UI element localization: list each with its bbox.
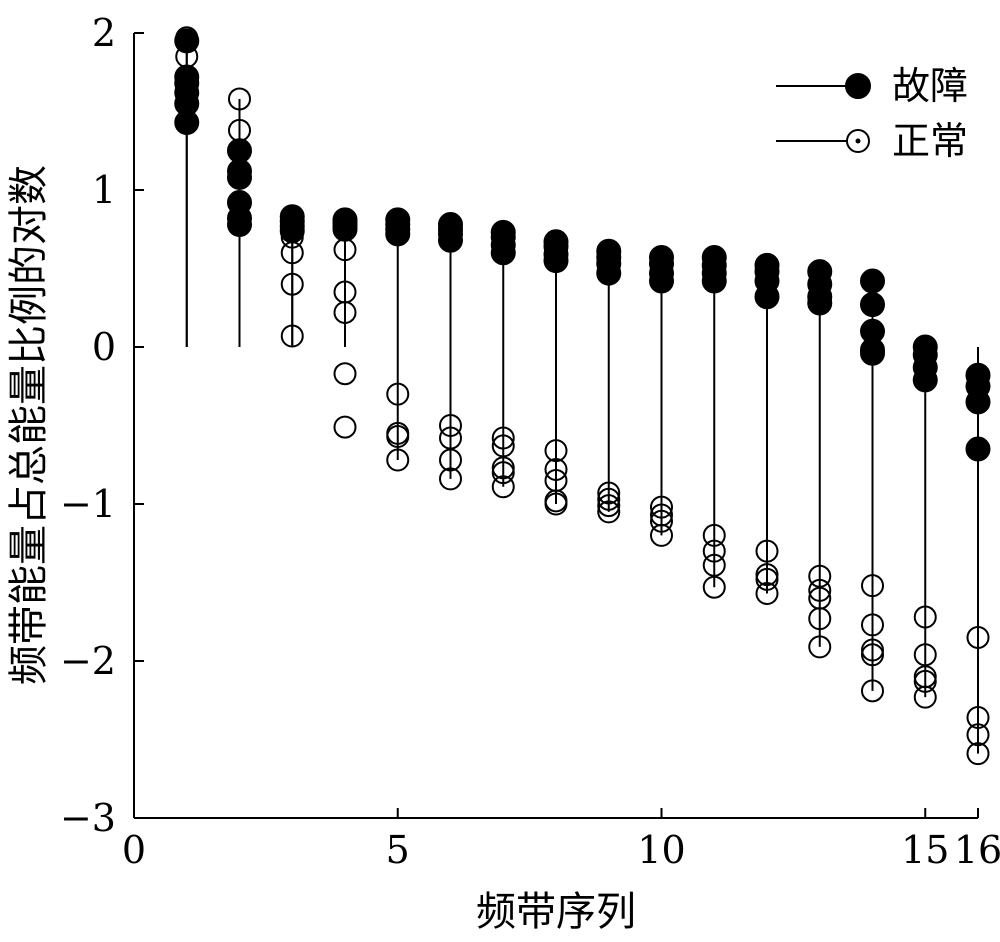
y-tick-label: 1: [92, 168, 116, 212]
normal-point: [650, 495, 673, 519]
markers: [174, 26, 991, 766]
normal-point: [966, 742, 990, 766]
fault-point: [965, 389, 991, 415]
y-tick-label: −1: [60, 482, 116, 526]
normal-point: [966, 706, 990, 730]
normal-point: [808, 578, 832, 602]
normal-point: [228, 139, 251, 163]
normal-point: [544, 439, 568, 463]
fault-point: [860, 340, 885, 366]
x-tick-label: 16: [954, 828, 1000, 872]
normal-point: [544, 457, 568, 481]
normal-point: [755, 563, 779, 587]
x-tick-label: 10: [637, 828, 685, 872]
normal-point: [808, 607, 832, 631]
normal-point: [650, 523, 673, 547]
y-tick-label: −3: [60, 796, 116, 840]
normal-point: [228, 87, 251, 111]
normal-point: [597, 494, 621, 518]
normal-point: [439, 414, 462, 437]
legend-normal-marker-dot: [855, 138, 861, 144]
normal-point: [333, 362, 357, 386]
y-tick-label: 2: [92, 11, 116, 55]
fault-point: [543, 248, 569, 274]
normal-point: [597, 487, 621, 511]
normal-point: [755, 539, 779, 563]
normal-point: [491, 475, 515, 499]
normal-point: [913, 685, 937, 709]
fault-point: [490, 240, 516, 266]
fault-point: [596, 260, 622, 286]
x-tick-label: 0: [122, 828, 146, 872]
x-tick-label: 15: [901, 828, 949, 872]
normal-point: [913, 669, 937, 693]
y-axis-label: 频带能量占总能量比例的对数: [6, 165, 52, 685]
normal-point: [702, 523, 726, 547]
legend-fault-label: 故障: [892, 64, 968, 108]
normal-point: [280, 225, 304, 249]
normal-point: [808, 635, 832, 659]
fault-point: [965, 436, 991, 462]
normal-point: [491, 461, 515, 485]
normal-point: [491, 456, 515, 480]
normal-point: [544, 492, 568, 516]
normal-point: [861, 643, 884, 667]
normal-point: [228, 162, 251, 186]
y-tick-label: −2: [60, 639, 116, 683]
normal-point: [333, 415, 357, 439]
normal-point: [386, 424, 410, 448]
fault-point: [438, 227, 463, 253]
fault-point: [385, 221, 411, 247]
normal-point: [491, 426, 515, 450]
normal-point: [755, 581, 779, 605]
normal-point: [175, 26, 199, 50]
normal-point: [439, 467, 462, 491]
x-ticks: 0 5 10 15 16: [122, 808, 1000, 872]
normal-point: [280, 241, 304, 265]
normal-point: [650, 509, 673, 533]
normal-point: [280, 272, 304, 296]
normal-point: [861, 638, 884, 662]
normal-point: [702, 575, 726, 599]
fault-point: [649, 268, 674, 294]
normal-point: [597, 481, 621, 505]
fault-point: [174, 109, 200, 135]
normal-point: [333, 300, 357, 324]
normal-point: [861, 679, 884, 703]
legend-fault-marker: [845, 73, 871, 99]
normal-point: [175, 45, 199, 69]
axes: [133, 33, 978, 819]
normal-point: [333, 238, 357, 262]
normal-point: [755, 567, 779, 591]
normal-point: [702, 539, 726, 563]
fault-point: [701, 268, 727, 294]
normal-point: [861, 613, 884, 637]
legend: 故障 正常: [776, 64, 968, 163]
normal-point: [913, 605, 937, 629]
fault-point: [332, 216, 358, 242]
normal-point: [280, 324, 304, 348]
fault-point: [754, 284, 780, 310]
x-tick-label: 5: [386, 828, 410, 872]
normal-point: [439, 448, 462, 472]
normal-point: [966, 723, 990, 747]
fault-point: [807, 290, 833, 316]
fault-point: [227, 212, 252, 238]
fault-point: [860, 292, 885, 318]
y-ticks: 2 1 0 −1 −2 −3: [60, 11, 144, 840]
normal-point: [597, 500, 621, 524]
fault-point: [860, 268, 885, 294]
normal-point: [386, 382, 410, 406]
x-axis-label: 频带序列: [476, 889, 636, 935]
normal-point: [966, 625, 990, 649]
legend-normal-label: 正常: [892, 119, 968, 163]
normal-point: [861, 574, 884, 598]
normal-point: [386, 448, 410, 472]
y-tick-label: 0: [92, 325, 116, 369]
fault-point: [912, 367, 938, 393]
